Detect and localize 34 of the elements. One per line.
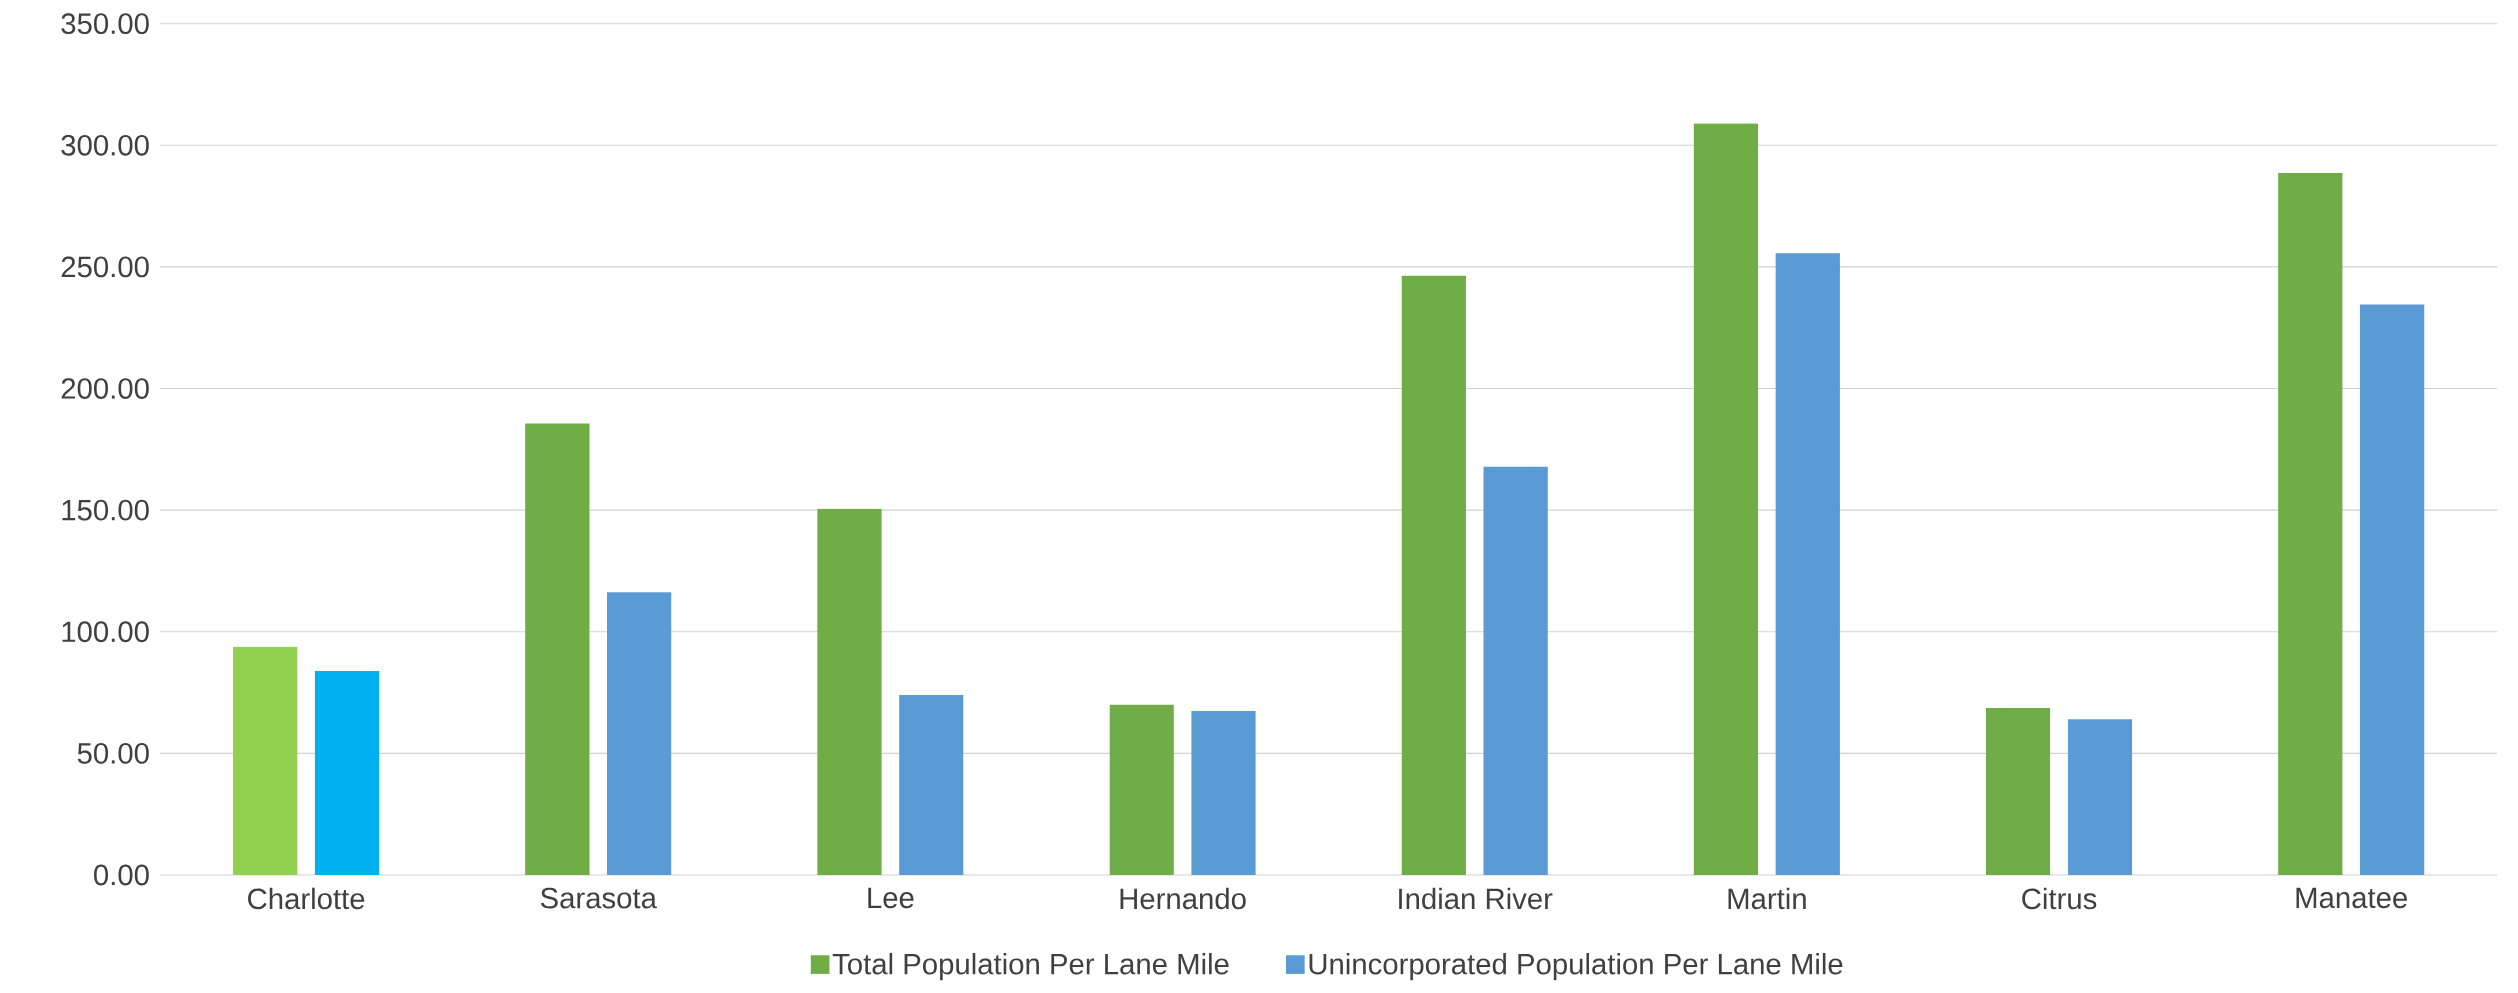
x-tick-label: Hernando <box>1120 887 1246 910</box>
y-tick-label: 100.00 <box>62 621 149 643</box>
bar <box>314 670 380 875</box>
y-tick-label: 0.00 <box>94 864 149 886</box>
x-tick-label: Sarasota <box>540 887 657 909</box>
y-tick-label: 350.00 <box>61 13 149 35</box>
bar <box>233 646 298 875</box>
bar <box>1775 253 1840 875</box>
legend-label: Unincorporated Population Per Lane Mile <box>1309 952 1843 981</box>
y-tick-label: 250.00 <box>61 256 149 278</box>
bar <box>1191 711 1256 875</box>
bar <box>1109 704 1174 875</box>
y-tick-label: 50.00 <box>77 742 149 764</box>
bar <box>1985 707 2051 875</box>
y-tick-label: 150.00 <box>62 499 149 521</box>
y-tick-label: 300.00 <box>61 134 149 156</box>
bar <box>1401 275 1466 875</box>
x-tick-label: Citrus <box>2022 887 2097 910</box>
bar <box>2278 173 2343 875</box>
bar <box>817 508 882 875</box>
bar <box>1693 123 1759 875</box>
x-tick-label: Indian River <box>1399 887 1553 910</box>
legend-label: Total Population Per Lane Mile <box>832 952 1229 981</box>
x-tick-label: Martin <box>1728 887 1806 910</box>
bar <box>607 592 672 875</box>
bar <box>2067 719 2133 875</box>
bar <box>1483 466 1548 875</box>
y-tick-label: 200.00 <box>61 378 149 399</box>
bar <box>899 695 964 875</box>
x-tick-label: Charlotte <box>248 887 365 910</box>
bar <box>525 423 590 875</box>
bar <box>2359 304 2425 875</box>
x-tick-label: Lee <box>868 887 914 909</box>
x-tick-label: Manatee <box>2296 887 2407 909</box>
